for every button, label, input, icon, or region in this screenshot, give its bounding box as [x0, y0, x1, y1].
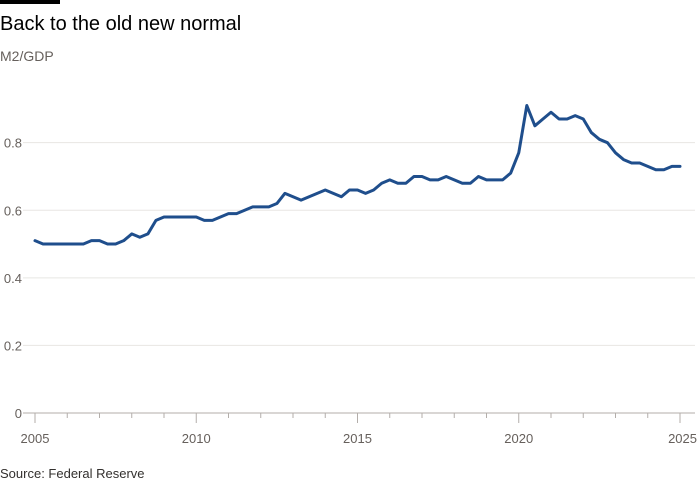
- data-point: [509, 172, 512, 175]
- data-point: [574, 114, 577, 117]
- data-point: [477, 175, 480, 178]
- source-note: Source: Federal Reserve: [0, 466, 145, 481]
- data-point: [566, 118, 569, 121]
- chart-title: Back to the old new normal: [0, 13, 242, 35]
- data-point: [146, 232, 149, 235]
- data-point: [58, 243, 61, 246]
- data-point: [630, 161, 633, 164]
- data-point: [670, 165, 673, 168]
- data-point: [82, 243, 85, 246]
- y-tick-label: 0.6: [4, 203, 22, 218]
- data-point: [533, 124, 536, 127]
- x-tick-label: 2010: [182, 431, 211, 446]
- y-tick-label: 0.8: [4, 136, 22, 151]
- data-point: [90, 239, 93, 242]
- data-point: [283, 192, 286, 195]
- y-tick-label: 0: [15, 406, 22, 421]
- data-point: [679, 165, 682, 168]
- y-tick-label: 0.4: [4, 271, 22, 286]
- data-point: [138, 236, 141, 239]
- x-tick-label: 2005: [21, 431, 50, 446]
- data-point: [98, 239, 101, 242]
- data-point: [550, 111, 553, 114]
- data-point: [316, 192, 319, 195]
- data-point: [227, 212, 230, 215]
- data-point: [412, 175, 415, 178]
- data-point: [525, 104, 528, 107]
- data-point: [654, 168, 657, 171]
- data-point: [437, 178, 440, 181]
- data-point: [590, 131, 593, 134]
- data-point: [364, 192, 367, 195]
- data-point: [582, 118, 585, 121]
- data-point: [598, 138, 601, 141]
- x-tick-label: 2025: [668, 431, 697, 446]
- data-point: [203, 219, 206, 222]
- data-point: [469, 182, 472, 185]
- chart-subtitle: M2/GDP: [0, 48, 54, 64]
- data-point: [171, 216, 174, 219]
- data-point: [622, 158, 625, 161]
- data-point: [292, 195, 295, 198]
- data-point: [517, 151, 520, 154]
- data-point: [275, 202, 278, 205]
- series-line: [33, 104, 682, 246]
- data-point: [485, 178, 488, 181]
- data-point: [501, 178, 504, 181]
- data-point: [219, 216, 222, 219]
- data-point: [122, 239, 125, 242]
- data-point: [34, 239, 37, 242]
- data-point: [187, 216, 190, 219]
- data-point: [340, 195, 343, 198]
- data-point: [606, 141, 609, 144]
- data-point: [195, 216, 198, 219]
- data-point: [267, 205, 270, 208]
- data-point: [324, 188, 327, 191]
- data-point: [130, 232, 133, 235]
- x-tick-label: 2015: [343, 431, 372, 446]
- data-point: [453, 178, 456, 181]
- data-point: [646, 165, 649, 168]
- data-point: [638, 161, 641, 164]
- data-point: [66, 243, 69, 246]
- data-point: [662, 168, 665, 171]
- data-point: [300, 199, 303, 202]
- data-point: [42, 243, 45, 246]
- data-point: [461, 182, 464, 185]
- data-point: [558, 118, 561, 121]
- y-tick-label: 0.2: [4, 338, 22, 353]
- data-point: [541, 118, 544, 121]
- data-point: [179, 216, 182, 219]
- data-point: [235, 212, 238, 215]
- data-point: [388, 178, 391, 181]
- brand-bar: [0, 0, 60, 4]
- data-point: [308, 195, 311, 198]
- data-point: [404, 182, 407, 185]
- data-point: [114, 243, 117, 246]
- data-point: [380, 182, 383, 185]
- data-point: [211, 219, 214, 222]
- x-tick-label: 2020: [504, 431, 533, 446]
- data-point: [259, 205, 262, 208]
- data-point: [74, 243, 77, 246]
- data-point: [106, 243, 109, 246]
- data-point: [356, 188, 359, 191]
- data-point: [163, 216, 166, 219]
- data-point: [445, 175, 448, 178]
- data-point: [154, 219, 157, 222]
- data-point: [396, 182, 399, 185]
- data-point: [614, 151, 617, 154]
- data-point: [429, 178, 432, 181]
- data-point: [348, 188, 351, 191]
- data-point: [421, 175, 424, 178]
- data-point: [493, 178, 496, 181]
- data-point: [251, 205, 254, 208]
- data-point: [243, 209, 246, 212]
- data-point: [50, 243, 53, 246]
- data-point: [372, 188, 375, 191]
- data-point: [332, 192, 335, 195]
